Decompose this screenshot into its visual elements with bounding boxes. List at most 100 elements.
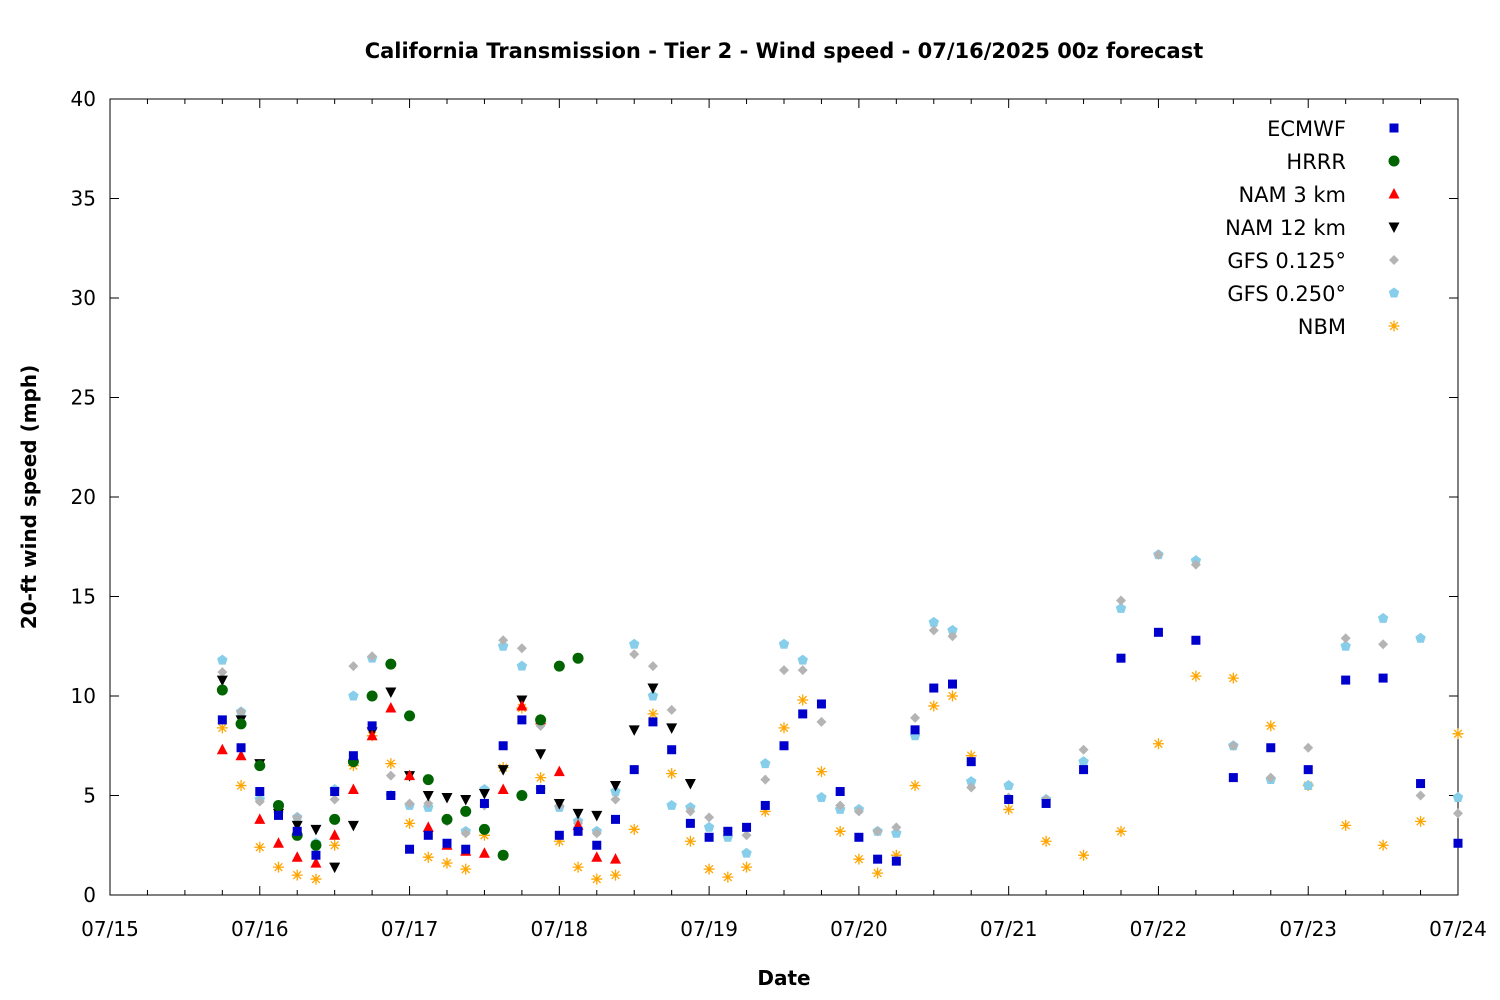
x-tick-label: 07/16: [231, 917, 289, 941]
data-point: [385, 758, 397, 770]
data-point: [216, 722, 228, 734]
data-point: [666, 723, 678, 734]
data-point: [516, 643, 527, 654]
data-point: [1378, 639, 1389, 650]
data-point: [516, 660, 528, 671]
data-point: [854, 832, 864, 842]
data-point: [723, 826, 733, 836]
data-point: [1190, 670, 1202, 682]
data-point: [647, 690, 659, 701]
data-point: [404, 798, 415, 809]
data-point: [910, 725, 920, 735]
data-point: [291, 869, 303, 881]
y-tick-label: 20: [71, 485, 96, 509]
data-point: [1003, 803, 1015, 815]
data-point: [1265, 720, 1277, 732]
data-point: [404, 710, 416, 722]
data-point: [553, 835, 565, 847]
data-point: [553, 765, 565, 777]
data-point: [217, 715, 227, 725]
data-point: [816, 699, 826, 709]
data-point: [254, 796, 265, 807]
data-point: [1191, 635, 1201, 645]
data-point: [742, 822, 752, 832]
y-tick-label: 15: [71, 585, 96, 609]
data-point: [591, 810, 603, 822]
data-point: [1377, 839, 1389, 851]
data-point: [254, 813, 266, 824]
data-point: [572, 861, 584, 873]
data-point: [1152, 738, 1164, 750]
data-point: [461, 844, 471, 854]
y-tick-label: 0: [83, 883, 96, 907]
data-point: [1153, 549, 1164, 560]
legend: ECMWF HRRR NAM 3 km NAM 12 km GFS 0.125° GFS …: [1225, 117, 1400, 339]
x-tick-label: 07/23: [1279, 917, 1337, 941]
data-point: [478, 789, 490, 800]
data-point: [797, 654, 808, 665]
data-point: [684, 835, 696, 847]
data-point: [929, 683, 939, 693]
data-point: [779, 741, 789, 751]
legend-label: ECMWF: [1267, 117, 1346, 141]
data-point: [1341, 675, 1351, 685]
data-point: [835, 787, 845, 797]
legend-marker: [1389, 123, 1399, 133]
data-point: [497, 849, 509, 861]
data-point: [478, 823, 490, 835]
data-point: [629, 765, 639, 775]
data-point: [460, 863, 472, 875]
data-point: [385, 687, 397, 699]
data-point: [441, 792, 453, 804]
data-point: [329, 862, 341, 874]
data-point: [648, 717, 658, 727]
data-point: [760, 774, 771, 785]
data-point: [1415, 632, 1426, 643]
data-point: [909, 780, 921, 792]
data-point: [330, 787, 340, 797]
data-point: [422, 851, 434, 863]
data-point: [1116, 653, 1126, 663]
data-point: [478, 829, 490, 841]
x-tick-label: 07/21: [980, 917, 1038, 941]
y-tick-label: 35: [71, 187, 96, 211]
data-point: [291, 820, 303, 832]
data-point: [235, 718, 247, 730]
chart-title: California Transmission - Tier 2 - Wind …: [365, 39, 1204, 63]
data-point: [273, 837, 284, 848]
data-point: [405, 844, 415, 854]
data-point: [235, 749, 247, 761]
data-point: [628, 725, 640, 736]
data-point: [385, 701, 397, 713]
data-point: [853, 806, 864, 817]
legend-label: NBM: [1298, 315, 1346, 339]
data-point: [591, 828, 602, 839]
data-point: [291, 851, 303, 862]
data-point: [347, 820, 359, 832]
data-point: [348, 661, 359, 672]
data-point: [1378, 673, 1388, 683]
data-point: [385, 770, 396, 781]
data-point: [497, 640, 509, 651]
data-point: [254, 760, 266, 772]
data-point: [704, 832, 714, 842]
data-point: [441, 857, 453, 869]
data-series: [216, 549, 1464, 885]
data-point: [572, 808, 584, 820]
data-point: [573, 826, 583, 836]
x-axis-label: Date: [757, 966, 810, 990]
data-point: [1040, 835, 1052, 847]
data-point: [834, 825, 846, 837]
data-point: [1190, 559, 1201, 570]
data-point: [1266, 743, 1276, 753]
data-point: [404, 817, 416, 829]
data-point: [1377, 612, 1389, 623]
data-point: [1153, 627, 1163, 637]
data-point: [1265, 772, 1276, 783]
data-point: [1453, 808, 1463, 819]
data-point: [217, 667, 228, 678]
data-point: [666, 704, 677, 715]
data-point: [928, 700, 940, 712]
data-point: [760, 800, 770, 810]
data-point: [647, 661, 658, 672]
